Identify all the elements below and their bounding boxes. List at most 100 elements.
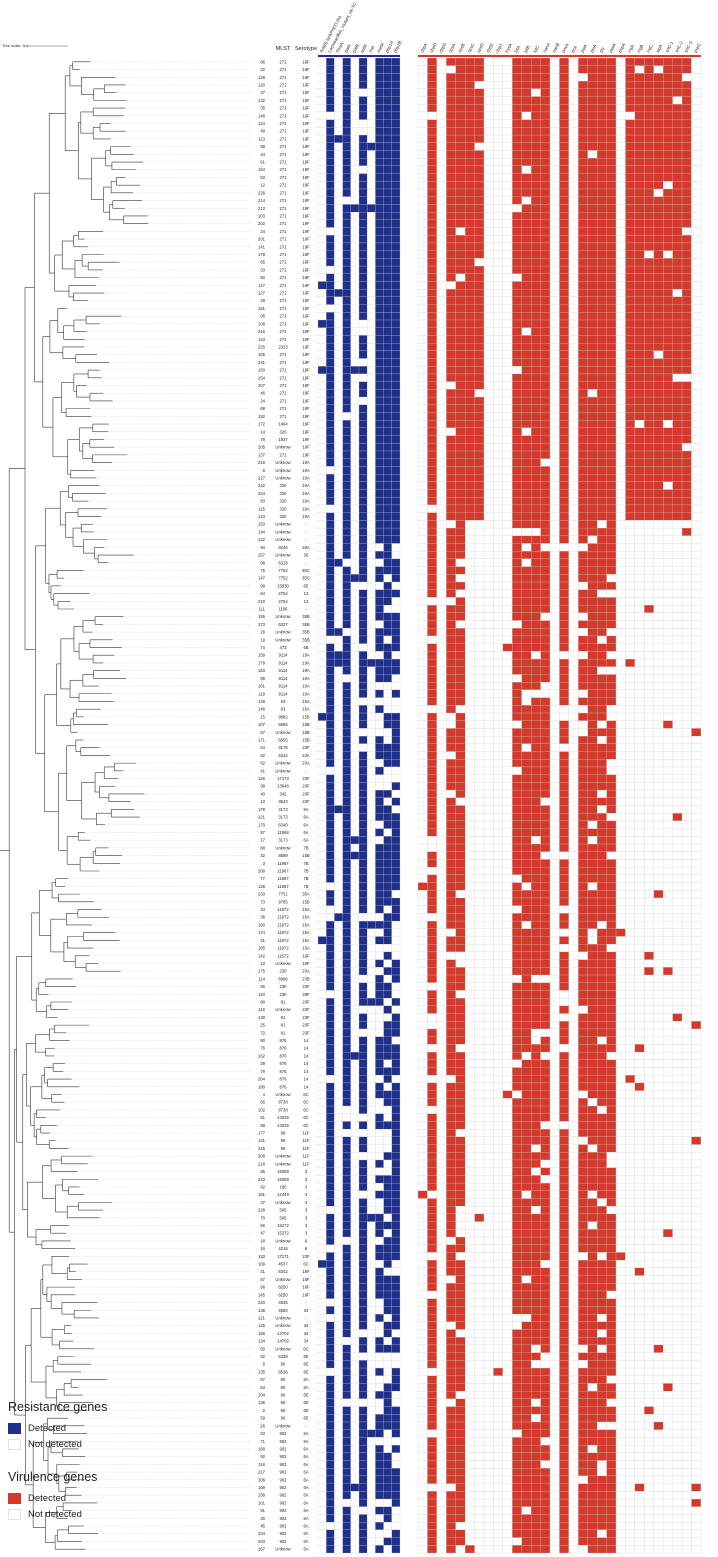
virulence-cell xyxy=(549,574,560,583)
virulence-cell xyxy=(540,712,551,721)
virulence-cell xyxy=(672,73,683,82)
strain-cell: 230 xyxy=(280,992,288,997)
resistance-cell xyxy=(367,366,376,375)
virulence-cell xyxy=(644,728,654,737)
resistance-cell xyxy=(342,57,351,66)
virulence-cell xyxy=(446,643,456,652)
virulence-cell xyxy=(681,188,692,197)
virulence-cell xyxy=(493,743,503,752)
virulence-cell xyxy=(512,466,522,475)
virulence-cell xyxy=(625,620,636,629)
virulence-cell xyxy=(568,219,579,228)
virulence-cell xyxy=(531,435,541,444)
virulence-cell xyxy=(540,635,551,644)
virulence-cell xyxy=(634,181,645,190)
virulence-cell xyxy=(568,80,579,89)
virulence-cell xyxy=(559,612,570,621)
virulence-cell xyxy=(540,104,551,113)
virulence-cell xyxy=(681,319,692,328)
virulence-cell xyxy=(597,273,607,282)
virulence-cell xyxy=(578,566,588,575)
virulence-cell xyxy=(578,697,588,706)
virulence-cell xyxy=(587,535,598,544)
virulence-cell xyxy=(465,127,475,136)
virulence-cell xyxy=(597,443,607,452)
virulence-cell xyxy=(672,273,683,282)
virulence-cell xyxy=(474,296,485,305)
virulence-cell xyxy=(493,366,503,375)
virulence-cell xyxy=(436,620,447,629)
virulence-cell xyxy=(578,104,588,113)
virulence-cell xyxy=(625,242,636,251)
virulence-cell xyxy=(474,736,485,744)
strain-cell: 147 xyxy=(258,576,266,581)
resistance-cell xyxy=(358,111,368,120)
virulence-cell xyxy=(531,127,541,136)
virulence-cell xyxy=(531,358,541,367)
virulence-cell xyxy=(663,489,673,498)
virulence-cell xyxy=(559,296,570,305)
virulence-cell xyxy=(691,705,702,714)
virulence-cell xyxy=(625,666,636,675)
virulence-cell xyxy=(578,481,588,490)
virulence-cell xyxy=(474,111,485,120)
strain-cell: 505 xyxy=(280,1215,288,1220)
virulence-cell xyxy=(625,327,636,336)
virulence-cell xyxy=(531,312,541,321)
strain-cell: 27 xyxy=(260,90,265,95)
virulence-cell xyxy=(417,127,428,136)
virulence-cell xyxy=(512,589,522,598)
virulence-cell xyxy=(653,96,664,105)
resistance-cell xyxy=(326,219,335,228)
virulence-cell xyxy=(483,666,494,675)
virulence-cell xyxy=(417,258,428,267)
virulence-cell xyxy=(625,65,636,74)
strain-cell: 271 xyxy=(280,321,288,326)
strain-cell: 93 xyxy=(260,175,265,180)
virulence-cell xyxy=(681,682,692,691)
virulence-cell xyxy=(521,497,532,506)
resistance-cell xyxy=(367,304,376,313)
virulence-cell xyxy=(568,366,579,375)
virulence-cell xyxy=(587,242,598,251)
resistance-cell xyxy=(375,450,384,459)
virulence-cell xyxy=(465,435,475,444)
resistance-cell xyxy=(367,612,376,621)
virulence-cell xyxy=(465,80,475,89)
virulence-cell xyxy=(559,558,570,567)
resistance-cell xyxy=(342,628,351,637)
virulence-cell xyxy=(615,466,626,475)
strain-cell: 40 xyxy=(260,791,265,796)
virulence-cell xyxy=(521,358,532,367)
virulence-cell xyxy=(606,651,617,660)
virulence-cell xyxy=(436,142,447,151)
virulence-cell xyxy=(493,104,503,113)
virulence-cell xyxy=(681,127,692,136)
virulence-cell xyxy=(493,643,503,652)
resistance-cell xyxy=(326,150,335,159)
virulence-cell xyxy=(691,697,702,706)
resistance-cell xyxy=(342,435,351,444)
virulence-cell xyxy=(549,466,560,475)
virulence-cell xyxy=(615,474,626,482)
strain-cell: 6A xyxy=(303,1385,308,1390)
virulence-cell xyxy=(493,597,503,606)
virulence-cell xyxy=(521,73,532,82)
virulence-cell xyxy=(653,304,664,313)
virulence-cell xyxy=(417,65,428,74)
resistance-gene-label: patB xyxy=(351,43,360,53)
virulence-cell xyxy=(587,466,598,475)
virulence-cell xyxy=(587,188,598,197)
virulence-gene-label: sipA xyxy=(655,44,663,54)
virulence-cell xyxy=(615,57,626,66)
resistance-cell xyxy=(358,597,368,606)
virulence-cell xyxy=(483,481,494,490)
resistance-cell xyxy=(358,666,368,675)
virulence-cell xyxy=(502,404,513,413)
virulence-cell xyxy=(644,658,654,667)
virulence-cell xyxy=(653,504,664,513)
virulence-cell xyxy=(549,412,560,421)
strain-cell: 181 xyxy=(258,1192,266,1197)
strain-cell: 217 xyxy=(258,1470,266,1475)
virulence-cell xyxy=(427,527,437,536)
